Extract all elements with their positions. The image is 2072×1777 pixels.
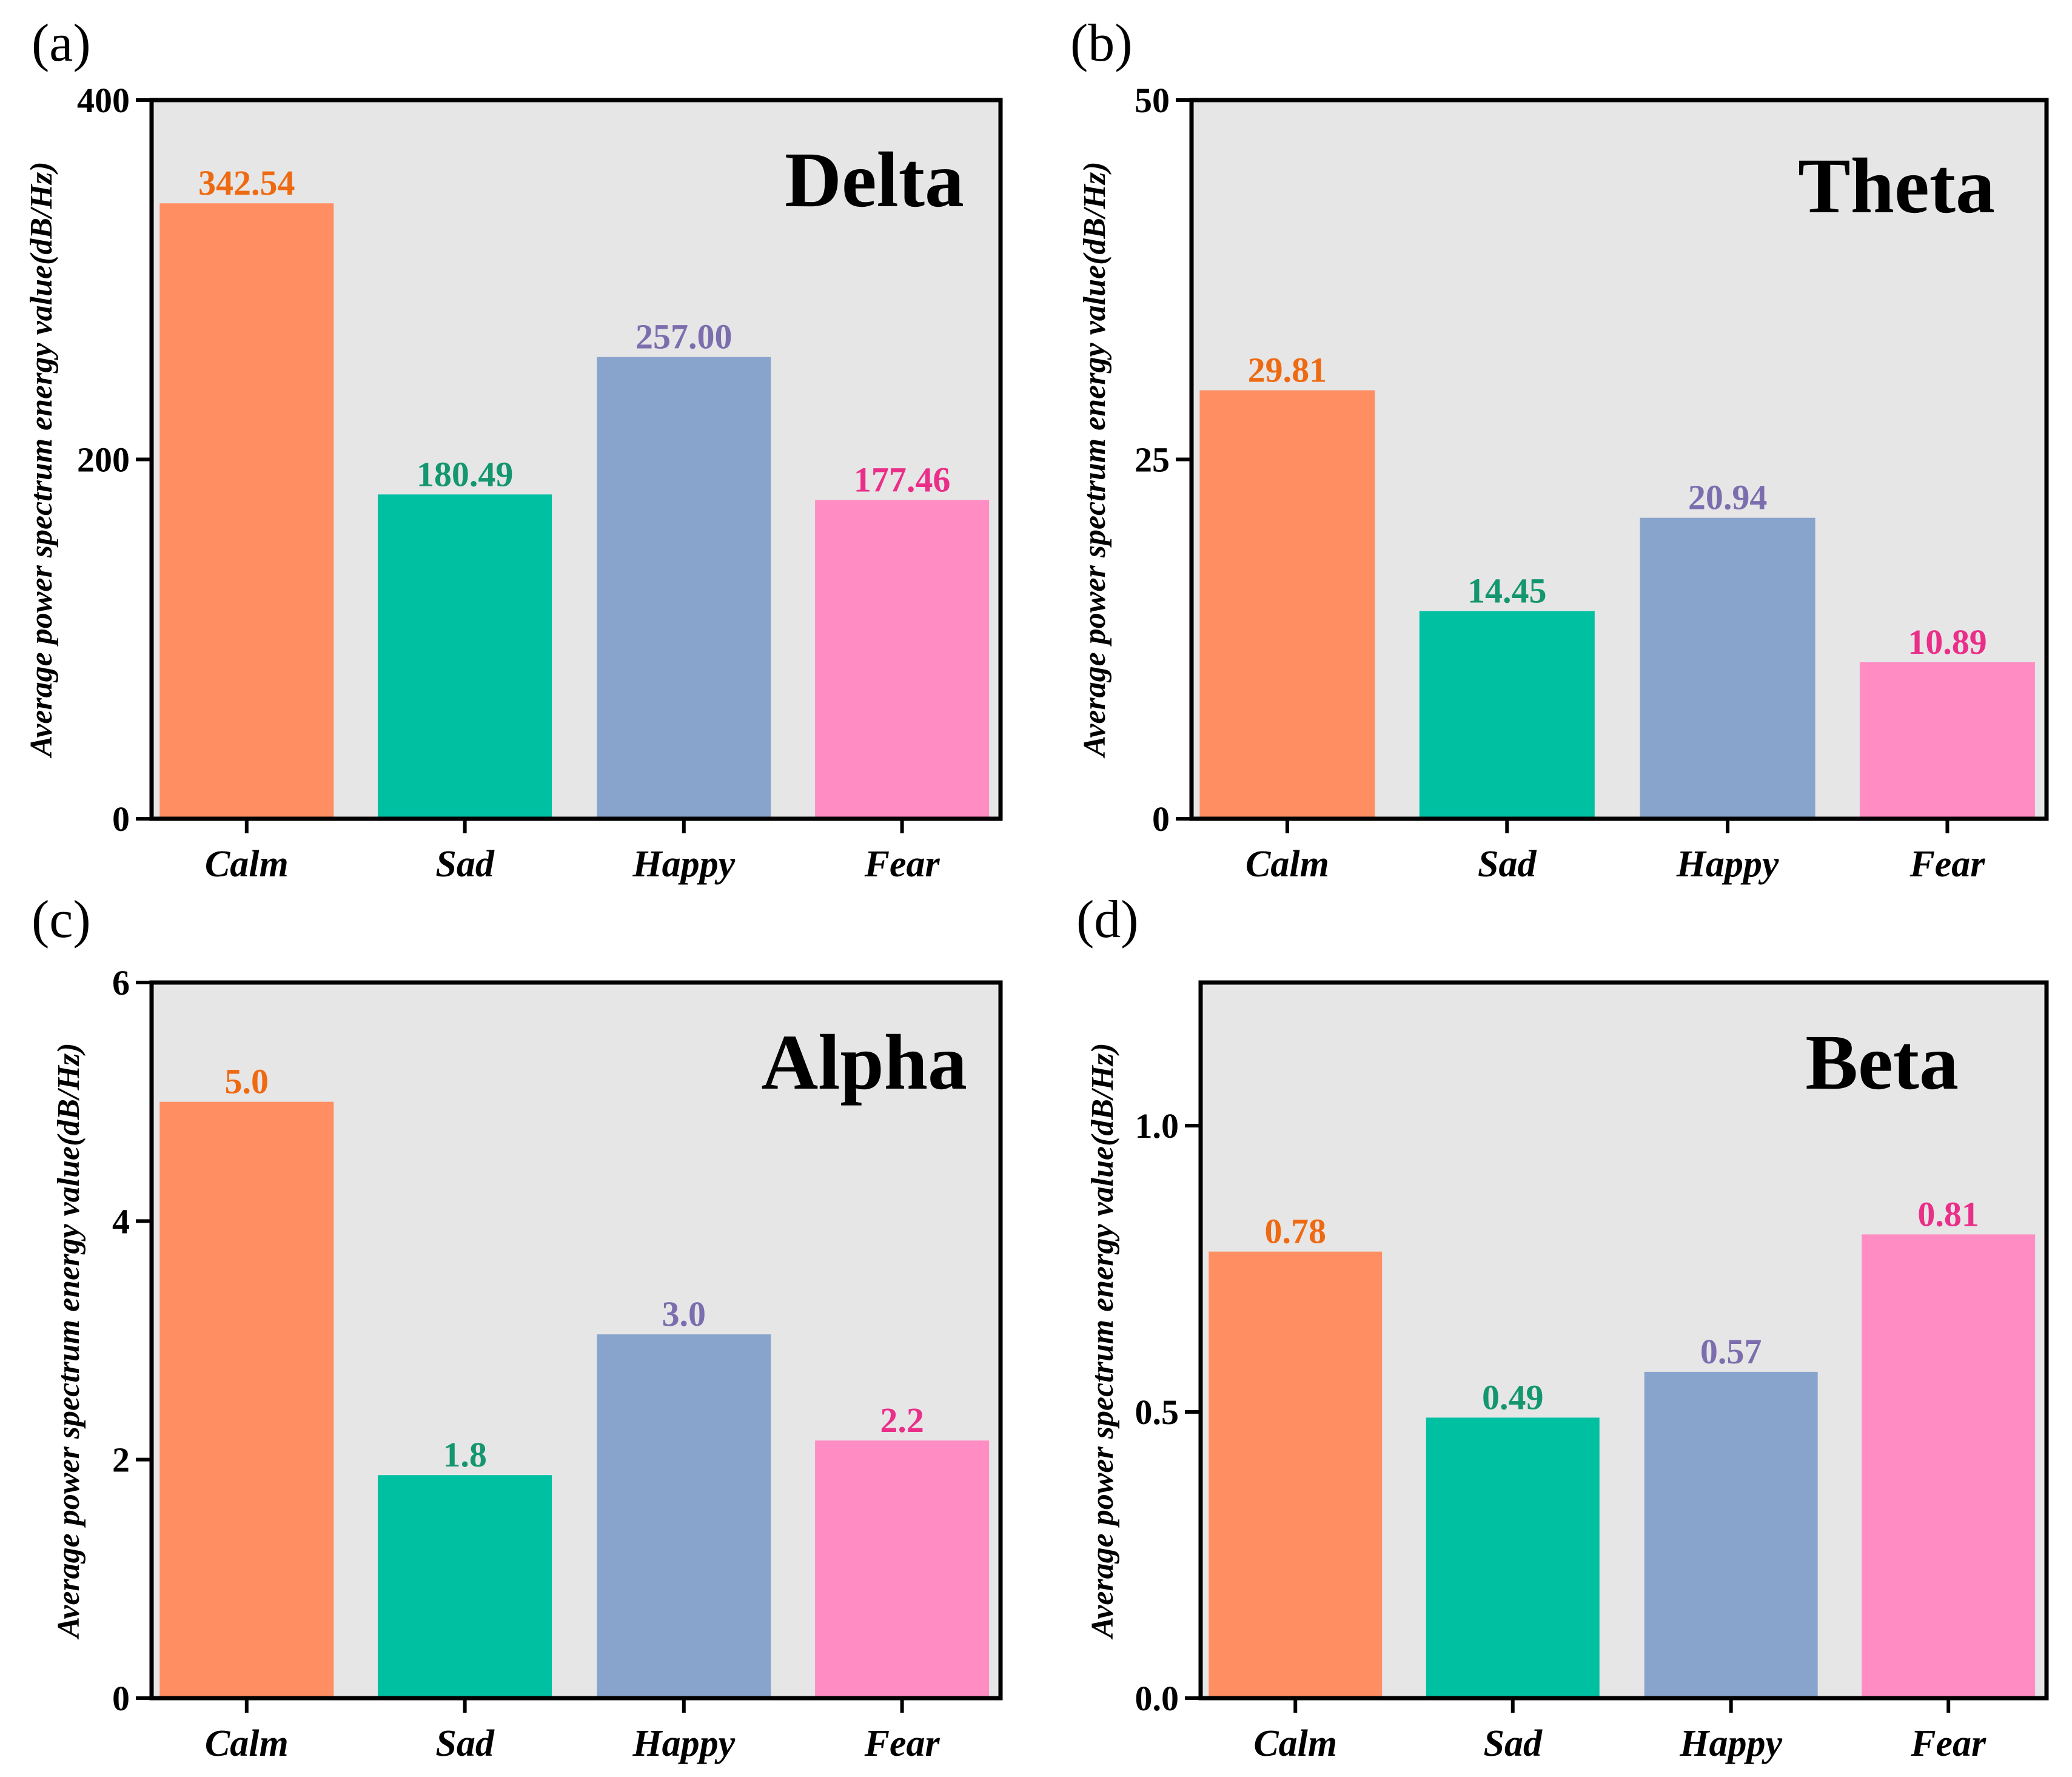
x-tick-label-calm: Calm xyxy=(205,844,289,885)
bar-value-label-sad: 1.8 xyxy=(443,1435,487,1474)
x-tick-label-fear: Fear xyxy=(864,844,940,885)
bar-calm xyxy=(159,203,334,819)
y-tick-label: 0 xyxy=(112,799,130,839)
bar-value-label-happy: 257.00 xyxy=(635,317,733,357)
y-tick-label: 1.0 xyxy=(1135,1106,1179,1146)
bar-value-label-calm: 0.78 xyxy=(1264,1212,1326,1251)
y-tick-label: 6 xyxy=(112,963,130,1003)
bar-calm xyxy=(1199,390,1375,819)
x-tick-label-happy: Happy xyxy=(632,1723,735,1764)
bar-calm xyxy=(159,1101,334,1698)
y-tick-label: 2 xyxy=(112,1440,130,1480)
bar-fear xyxy=(1862,1234,2036,1698)
x-tick-label-happy: Happy xyxy=(1676,844,1779,885)
y-tick-label: 0.5 xyxy=(1135,1392,1179,1432)
y-tick-label: 4 xyxy=(112,1201,130,1241)
chart-title: Delta xyxy=(785,136,964,224)
bar-value-label-fear: 10.89 xyxy=(1908,622,1987,662)
x-tick-label-happy: Happy xyxy=(632,844,735,885)
y-axis-label: Average power spectrum energy value(dB/H… xyxy=(24,161,59,758)
x-tick-label-sad: Sad xyxy=(435,1723,494,1764)
y-tick-label: 200 xyxy=(77,440,130,480)
bar-sad xyxy=(1419,611,1595,819)
bar-value-label-calm: 342.54 xyxy=(198,163,295,203)
y-tick-label: 25 xyxy=(1135,440,1170,480)
chart-panel-delta: 342.54 180.49 257.00 177.46 0 200 400 Calm Sad Ha… xyxy=(24,14,1003,885)
bar-sad xyxy=(378,1475,552,1698)
bar-fear xyxy=(815,500,990,819)
x-tick-label-calm: Calm xyxy=(205,1723,289,1764)
bar-value-label-sad: 0.49 xyxy=(1482,1377,1544,1417)
bar-value-label-fear: 2.2 xyxy=(880,1400,924,1440)
x-tick-label-fear: Fear xyxy=(864,1723,940,1764)
panel-letter: (d) xyxy=(1076,890,1139,949)
y-axis-label: Average power spectrum energy value(dB/H… xyxy=(52,1043,86,1639)
bar-happy xyxy=(1644,1371,1818,1698)
bar-fear xyxy=(815,1440,990,1698)
x-tick-label-calm: Calm xyxy=(1246,844,1329,885)
y-tick-label: 0.0 xyxy=(1135,1679,1179,1718)
bar-fear xyxy=(1859,662,2035,819)
bar-value-label-happy: 0.57 xyxy=(1700,1332,1762,1371)
axes-frame xyxy=(1198,980,2049,1701)
bar-value-label-fear: 177.46 xyxy=(854,460,951,499)
bar-happy xyxy=(1640,517,1816,819)
bar-value-label-calm: 5.0 xyxy=(225,1062,269,1101)
bar-calm xyxy=(1209,1251,1383,1698)
bar-value-label-fear: 0.81 xyxy=(1917,1194,1979,1234)
chart-title: Theta xyxy=(1798,143,1995,230)
chart-title: Alpha xyxy=(761,1019,967,1106)
x-tick-label-calm: Calm xyxy=(1253,1723,1337,1764)
bar-happy xyxy=(597,357,771,819)
y-tick-label: 0 xyxy=(112,1679,130,1718)
chart-panel-beta: 0.78 0.49 0.57 0.81 0.0 0.5 1.0 Calm Sad Happy Fea… xyxy=(1076,890,2049,1764)
chart-panel-theta: 29.81 14.45 20.94 10.89 0 25 50 Calm Sad Happy Fea… xyxy=(1070,14,2049,885)
bar-value-label-sad: 180.49 xyxy=(417,454,514,494)
panel-letter: (b) xyxy=(1070,14,1133,73)
bar-value-label-happy: 3.0 xyxy=(662,1294,706,1334)
y-tick-label: 0 xyxy=(1152,799,1170,839)
y-tick-label: 50 xyxy=(1135,81,1170,120)
panel-letter: (c) xyxy=(32,890,91,949)
bar-sad xyxy=(378,494,552,819)
axes-frame xyxy=(149,980,1003,1701)
panel-letter: (a) xyxy=(32,14,91,73)
chart-title: Beta xyxy=(1805,1019,1959,1106)
y-tick-label: 400 xyxy=(77,81,130,120)
y-axis-label: Average power spectrum energy value(dB/H… xyxy=(1078,161,1112,758)
x-tick-label-fear: Fear xyxy=(1910,1723,1987,1764)
bar-value-label-happy: 20.94 xyxy=(1688,478,1768,517)
bar-value-label-sad: 14.45 xyxy=(1467,571,1547,611)
bar-value-label-calm: 29.81 xyxy=(1248,351,1327,390)
y-axis-label: Average power spectrum energy value(dB/H… xyxy=(1085,1043,1120,1639)
x-tick-label-sad: Sad xyxy=(1478,844,1537,885)
chart-panel-alpha: 5.0 1.8 3.0 2.2 0 2 4 6 Calm Sad Happy Fear Alpha (c)… xyxy=(32,890,1003,1764)
x-tick-label-sad: Sad xyxy=(1484,1723,1543,1764)
x-tick-label-happy: Happy xyxy=(1679,1723,1782,1764)
x-tick-label-fear: Fear xyxy=(1909,844,1985,885)
bar-happy xyxy=(597,1334,771,1698)
x-tick-label-sad: Sad xyxy=(435,844,494,885)
bar-sad xyxy=(1426,1417,1600,1698)
